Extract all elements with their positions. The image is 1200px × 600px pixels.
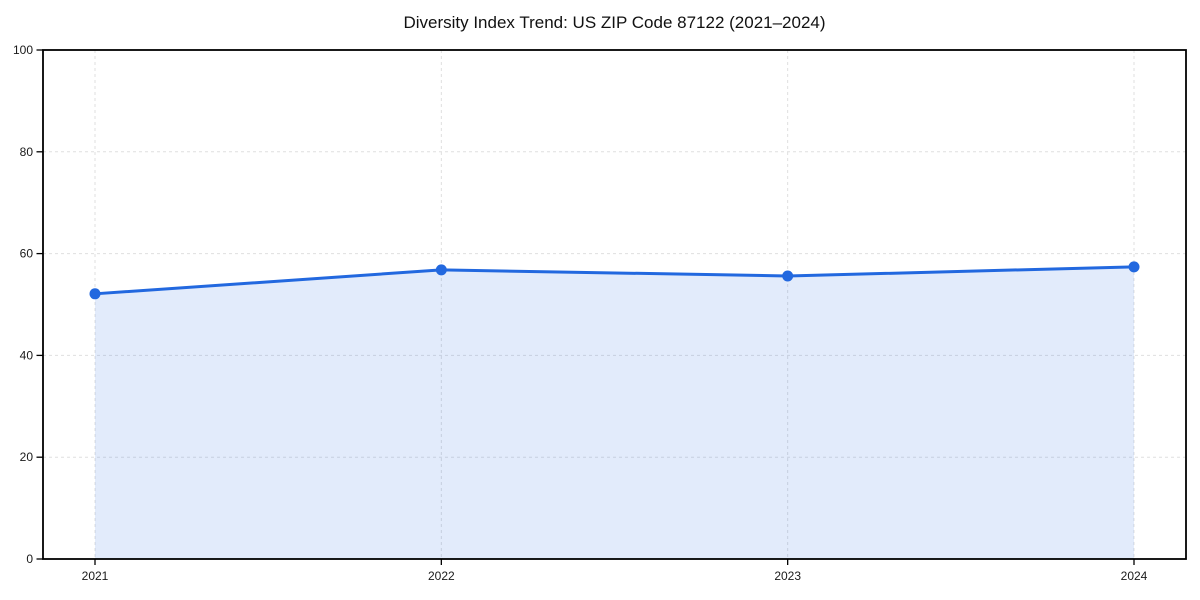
x-tick-label-2023: 2023 (774, 569, 801, 583)
x-tick-label-2021: 2021 (82, 569, 109, 583)
plot-border (42, 49, 1187, 560)
chart-title: Diversity Index Trend: US ZIP Code 87122… (403, 13, 826, 32)
y-tick-label-80: 80 (20, 145, 34, 159)
y-tick-label-100: 100 (13, 43, 33, 57)
x-tick-label-2022: 2022 (428, 569, 455, 583)
data-point-2023 (782, 270, 794, 282)
area-fill (95, 266, 1134, 559)
y-tick-label-40: 40 (20, 348, 34, 362)
data-point-2024 (1128, 261, 1140, 273)
data-point-2022 (435, 264, 447, 276)
x-tick-label-2024: 2024 (1121, 569, 1148, 583)
y-tick-label-60: 60 (20, 247, 34, 261)
data-point-2021 (89, 288, 101, 300)
y-tick-label-20: 20 (20, 450, 34, 464)
trend-line (93, 265, 1136, 296)
y-tick-label-0: 0 (26, 552, 33, 566)
